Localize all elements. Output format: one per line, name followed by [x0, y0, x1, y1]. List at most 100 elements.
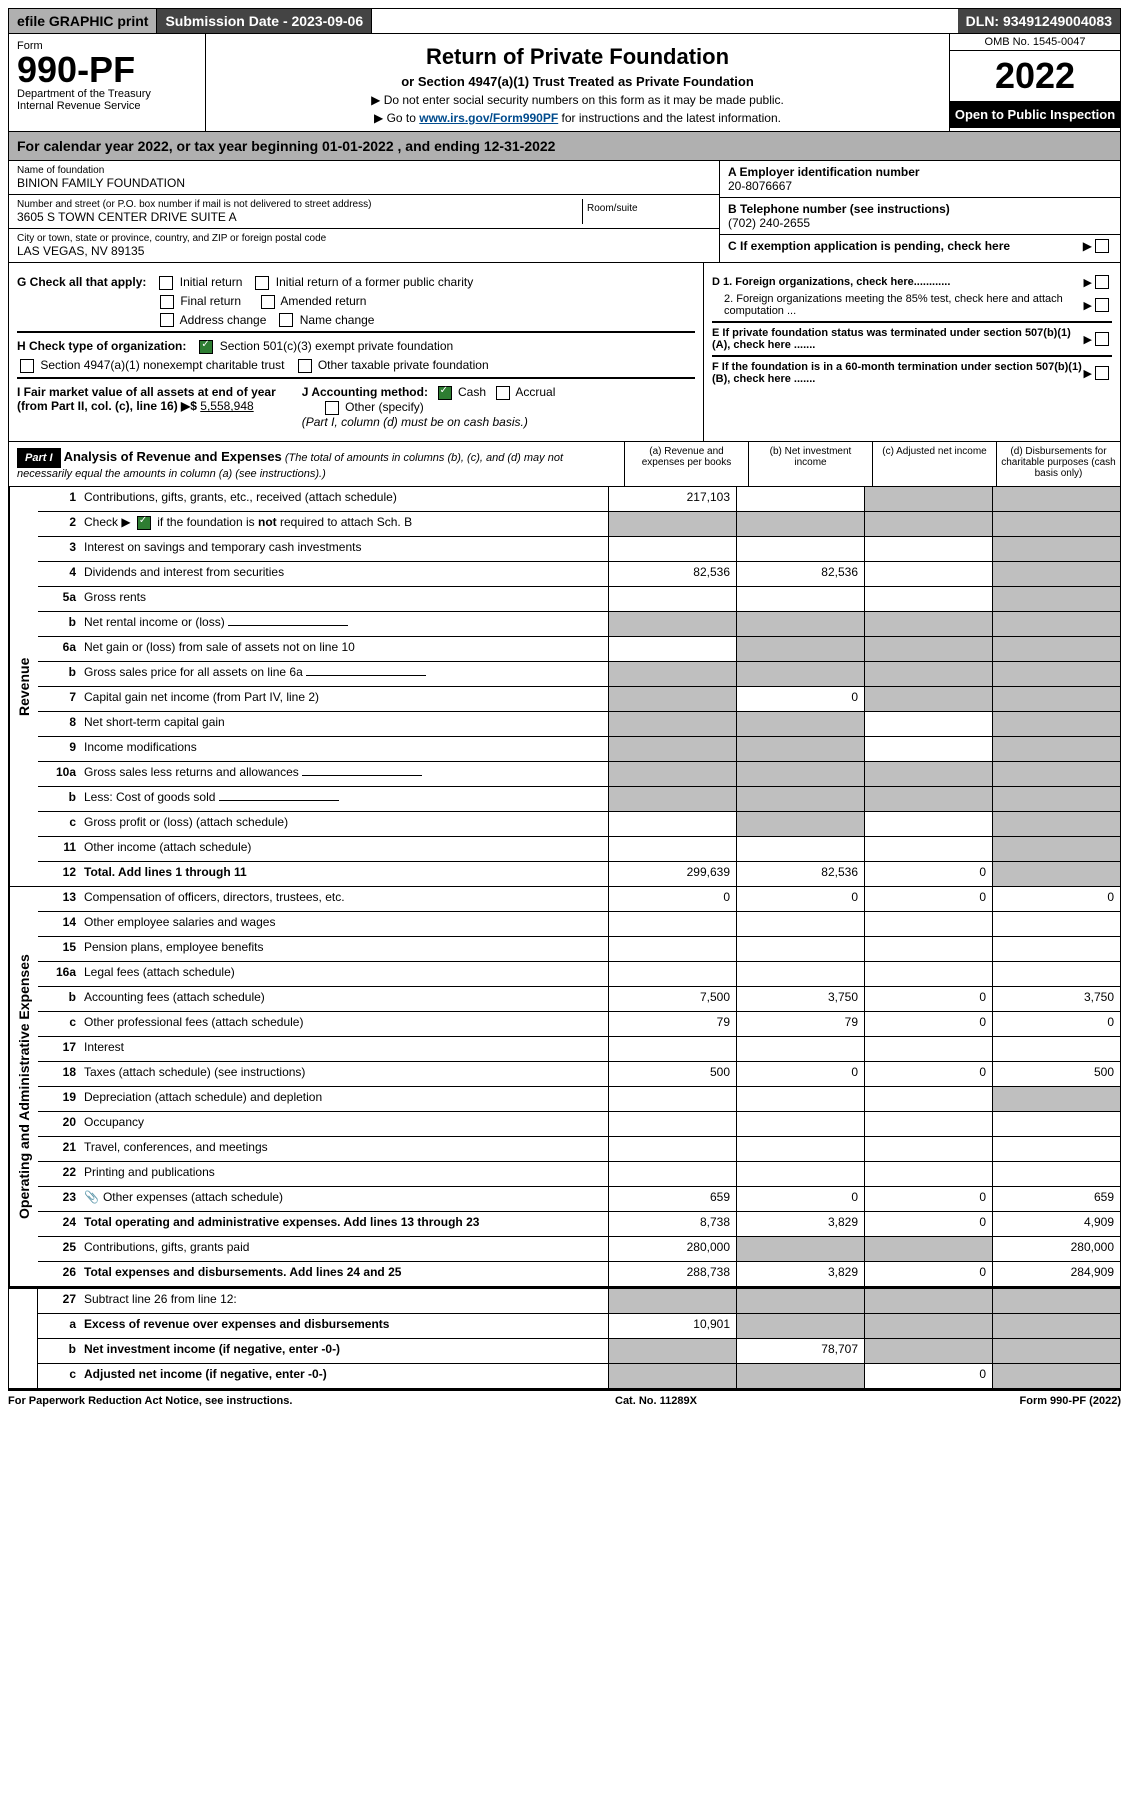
- exemption-checkbox[interactable]: [1095, 239, 1109, 253]
- row-label: Other professional fees (attach schedule…: [80, 1012, 608, 1036]
- initial-former-checkbox[interactable]: [255, 276, 269, 290]
- cell-value: [736, 587, 864, 611]
- cell-value: [864, 1137, 992, 1161]
- cell-value: [864, 1037, 992, 1061]
- cell-shaded: [608, 1364, 736, 1388]
- j-note: (Part I, column (d) must be on cash basi…: [302, 415, 528, 429]
- row-num: 25: [38, 1237, 80, 1261]
- revenue-side-label: Revenue: [9, 487, 38, 886]
- cell-value: [864, 562, 992, 586]
- accrual-checkbox[interactable]: [496, 386, 510, 400]
- footer-left: For Paperwork Reduction Act Notice, see …: [8, 1395, 292, 1407]
- cell-value: [608, 812, 736, 836]
- form-link[interactable]: www.irs.gov/Form990PF: [419, 111, 558, 125]
- row-num: 13: [38, 887, 80, 911]
- initial-return-checkbox[interactable]: [159, 276, 173, 290]
- col-b-header: (b) Net investment income: [748, 442, 872, 486]
- attachment-icon[interactable]: 📎: [84, 1190, 99, 1204]
- row-num: 15: [38, 937, 80, 961]
- phone-label: B Telephone number (see instructions): [728, 202, 1112, 216]
- cash-label: Cash: [458, 385, 486, 399]
- check-right: D 1. Foreign organizations, check here..…: [703, 263, 1120, 441]
- addr-label: Number and street (or P.O. box number if…: [17, 199, 582, 210]
- row-num: c: [38, 812, 80, 836]
- arrow-icon: ▶: [1083, 239, 1092, 253]
- revenue-rows: 1Contributions, gifts, grants, etc., rec…: [38, 487, 1120, 886]
- cell-shaded: [992, 637, 1120, 661]
- d1-checkbox[interactable]: [1095, 275, 1109, 289]
- schb-checkbox[interactable]: [137, 516, 151, 530]
- row-num: b: [38, 1339, 80, 1363]
- efile-label: efile GRAPHIC print: [9, 9, 157, 33]
- amended-checkbox[interactable]: [261, 295, 275, 309]
- cell-value: 3,829: [736, 1212, 864, 1236]
- cell-shaded: [992, 837, 1120, 861]
- check-section: G Check all that apply: Initial return I…: [8, 263, 1121, 442]
- cell-value: [992, 1112, 1120, 1136]
- city-label: City or town, state or province, country…: [17, 233, 711, 244]
- cell-value: 3,829: [736, 1262, 864, 1286]
- j-label: J Accounting method:: [302, 385, 428, 399]
- address-change-checkbox[interactable]: [160, 313, 174, 327]
- 501c3-checkbox[interactable]: [199, 340, 213, 354]
- footer-center: Cat. No. 11289X: [615, 1395, 697, 1407]
- expenses-side-label: Operating and Administrative Expenses: [9, 887, 38, 1286]
- city-cell: City or town, state or province, country…: [9, 229, 719, 262]
- row-label: Total. Add lines 1 through 11: [80, 862, 608, 886]
- row-num: 24: [38, 1212, 80, 1236]
- amended-label: Amended return: [280, 294, 366, 308]
- f-checkbox[interactable]: [1095, 366, 1109, 380]
- 4947-checkbox[interactable]: [20, 359, 34, 373]
- cell-shaded: [736, 1364, 864, 1388]
- cell-value: [608, 837, 736, 861]
- cell-value: 0: [992, 1012, 1120, 1036]
- initial-return-label: Initial return: [180, 275, 243, 289]
- cell-shaded: [992, 1314, 1120, 1338]
- cell-shaded: [992, 1339, 1120, 1363]
- row-num: 26: [38, 1262, 80, 1286]
- cell-value: 280,000: [608, 1237, 736, 1261]
- cell-value: [864, 1162, 992, 1186]
- d2-checkbox[interactable]: [1095, 298, 1109, 312]
- footer-row: For Paperwork Reduction Act Notice, see …: [8, 1389, 1121, 1411]
- city-value: LAS VEGAS, NV 89135: [17, 244, 711, 258]
- cell-value: [736, 962, 864, 986]
- cell-shaded: [992, 587, 1120, 611]
- e-checkbox[interactable]: [1095, 332, 1109, 346]
- cell-shaded: [608, 712, 736, 736]
- g-label: G Check all that apply:: [17, 275, 146, 289]
- row-label: Gross sales less returns and allowances: [80, 762, 608, 786]
- note2-post: for instructions and the latest informat…: [558, 111, 781, 125]
- cell-value: 0: [864, 1187, 992, 1211]
- cell-value: 4,909: [992, 1212, 1120, 1236]
- phone-value: (702) 240-2655: [728, 216, 1112, 230]
- row-label: Income modifications: [80, 737, 608, 761]
- cash-checkbox[interactable]: [438, 386, 452, 400]
- name-label: Name of foundation: [17, 165, 711, 176]
- calendar-year-row: For calendar year 2022, or tax year begi…: [8, 132, 1121, 161]
- irs-label: Internal Revenue Service: [17, 100, 197, 112]
- cell-value: [992, 1137, 1120, 1161]
- row-label: Interest on savings and temporary cash i…: [80, 537, 608, 561]
- row-label: Travel, conferences, and meetings: [80, 1137, 608, 1161]
- revenue-table: Revenue 1Contributions, gifts, grants, e…: [8, 487, 1121, 887]
- cell-value: 3,750: [992, 987, 1120, 1011]
- row-label: Capital gain net income (from Part IV, l…: [80, 687, 608, 711]
- row-num: 7: [38, 687, 80, 711]
- cell-value: 288,738: [608, 1262, 736, 1286]
- row-label: 📎Other expenses (attach schedule): [80, 1187, 608, 1211]
- name-change-checkbox[interactable]: [279, 313, 293, 327]
- row-label: Net gain or (loss) from sale of assets n…: [80, 637, 608, 661]
- header-right: OMB No. 1545-0047 2022 Open to Public In…: [949, 34, 1120, 131]
- info-grid: Name of foundation BINION FAMILY FOUNDAT…: [8, 161, 1121, 263]
- row-num: b: [38, 612, 80, 636]
- row-label: Other employee salaries and wages: [80, 912, 608, 936]
- 501c3-label: Section 501(c)(3) exempt private foundat…: [220, 339, 453, 353]
- cell-value: [864, 837, 992, 861]
- final-return-checkbox[interactable]: [160, 295, 174, 309]
- other-taxable-checkbox[interactable]: [298, 359, 312, 373]
- form-title: Return of Private Foundation: [216, 44, 939, 70]
- cell-value: [608, 1162, 736, 1186]
- row-num: 6a: [38, 637, 80, 661]
- other-method-checkbox[interactable]: [325, 401, 339, 415]
